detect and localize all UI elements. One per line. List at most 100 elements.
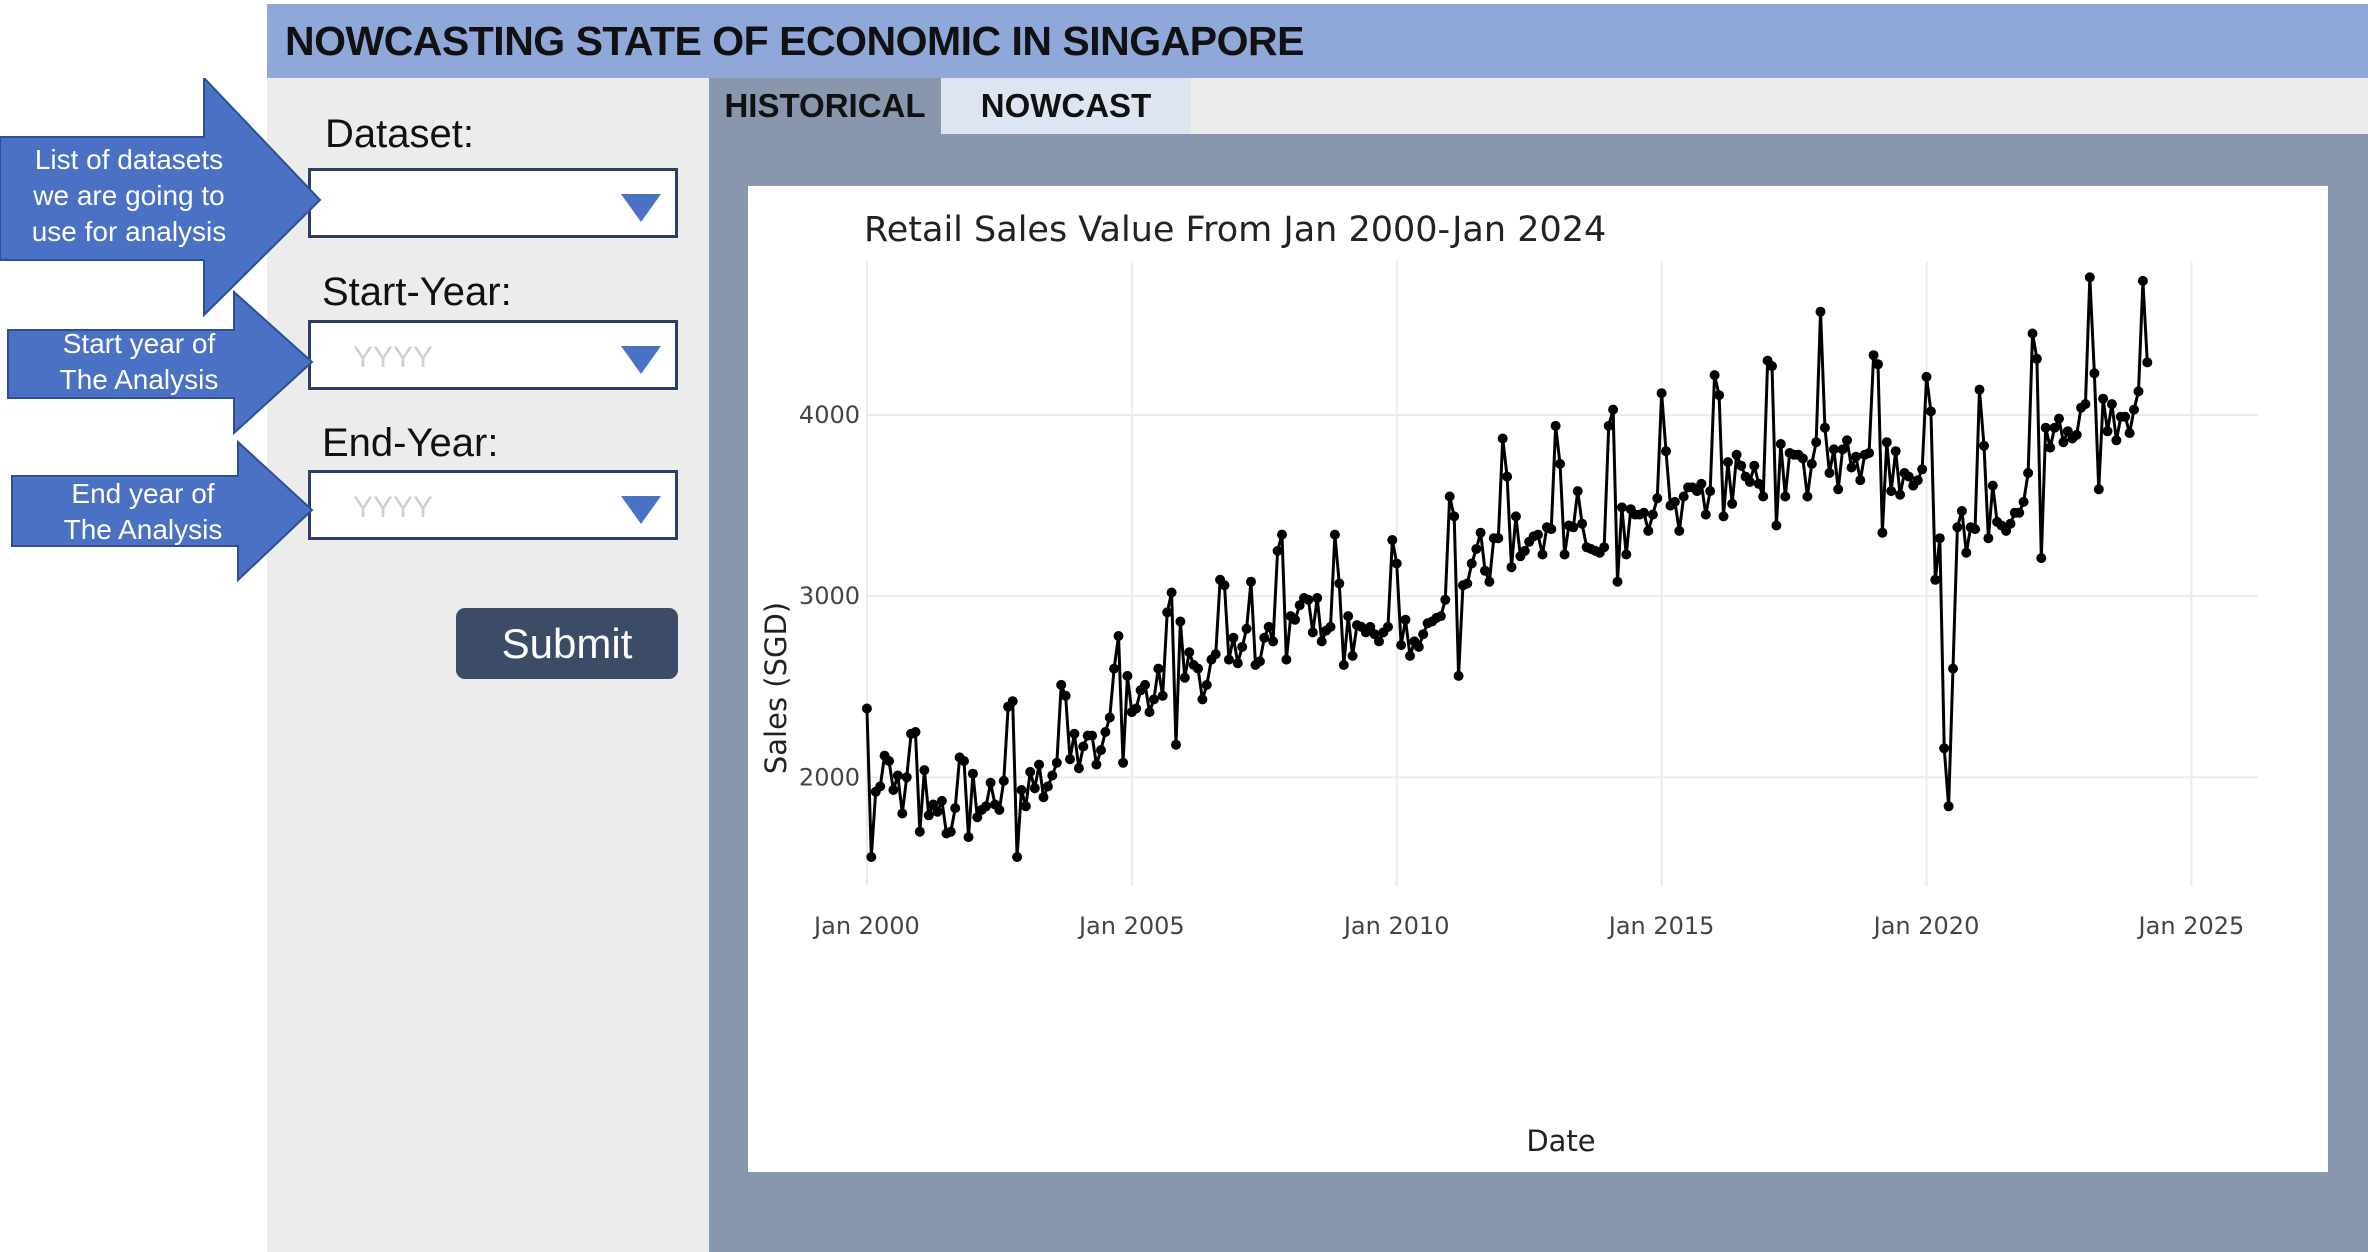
- data-point: [1886, 486, 1897, 497]
- data-point: [866, 852, 877, 862]
- data-point: [2080, 399, 2091, 410]
- data-point: [2129, 404, 2139, 415]
- data-point: [1480, 565, 1490, 576]
- data-point: [1669, 496, 1680, 507]
- data-point: [1855, 475, 1866, 486]
- data-point: [1007, 696, 1018, 707]
- data-point: [1365, 621, 1376, 632]
- data-point: [1374, 636, 1384, 647]
- data-point: [1718, 511, 1729, 522]
- data-point: [981, 801, 992, 812]
- data-point: [1652, 493, 1663, 504]
- data-point: [1731, 449, 1742, 460]
- x-tick-label: Jan 2000: [812, 912, 920, 940]
- data-point: [888, 785, 899, 795]
- data-point: [1850, 451, 1861, 462]
- data-point: [1016, 785, 1027, 795]
- tab-historical[interactable]: HISTORICAL: [709, 78, 941, 134]
- data-point: [1329, 529, 1340, 540]
- data-point: [1210, 649, 1221, 660]
- end-year-select[interactable]: YYYY: [308, 470, 678, 540]
- dataset-select[interactable]: [308, 168, 678, 238]
- annotation-arrow-end-year: [11, 440, 314, 583]
- data-point: [1197, 694, 1208, 705]
- chevron-down-icon: [621, 346, 661, 374]
- data-point: [861, 703, 872, 714]
- data-point: [1599, 542, 1610, 553]
- data-point: [2005, 518, 2016, 529]
- data-point: [1674, 525, 1685, 536]
- data-point: [1519, 545, 1530, 556]
- y-tick-label: 2000: [799, 763, 860, 791]
- data-point: [1453, 670, 1464, 681]
- data-point: [1338, 660, 1349, 670]
- data-point: [884, 756, 894, 766]
- data-point: [2058, 437, 2069, 448]
- tab-nowcast[interactable]: NOWCAST: [941, 78, 1191, 134]
- annotation-line: The Analysis: [59, 364, 219, 395]
- data-point: [2124, 428, 2135, 439]
- submit-button[interactable]: Submit: [456, 608, 678, 679]
- data-point: [972, 812, 983, 823]
- data-point: [1608, 404, 1619, 415]
- data-point: [1034, 759, 1045, 770]
- data-point: [1122, 670, 1133, 681]
- data-point: [1294, 600, 1305, 611]
- app-header: NOWCASTING STATE OF ECONOMIC IN SINGAPOR…: [267, 4, 2368, 78]
- data-point: [1466, 558, 1477, 569]
- chart-series: [861, 272, 2153, 862]
- data-point: [1987, 480, 1998, 491]
- data-point: [901, 772, 912, 783]
- data-point: [1484, 576, 1495, 587]
- data-point: [2036, 553, 2047, 564]
- data-point: [1811, 437, 1822, 448]
- data-point: [1815, 306, 1826, 317]
- data-point: [1228, 632, 1239, 643]
- data-point: [1828, 444, 1839, 455]
- data-point: [1868, 350, 1879, 361]
- data-point: [994, 804, 1005, 815]
- data-point: [2102, 426, 2113, 437]
- data-point: [2027, 328, 2038, 339]
- dataset-label: Dataset:: [325, 112, 474, 156]
- data-point: [1948, 663, 1958, 674]
- data-point: [1303, 594, 1314, 605]
- data-point: [1722, 457, 1733, 468]
- data-point: [1806, 458, 1817, 469]
- data-point: [1568, 522, 1579, 533]
- data-point: [1065, 754, 1075, 765]
- data-point: [1184, 647, 1195, 658]
- annotation-line: Start year of: [62, 328, 216, 359]
- data-point: [2049, 422, 2060, 433]
- data-point: [1179, 672, 1190, 683]
- data-point: [1700, 509, 1711, 520]
- data-point: [1325, 621, 1336, 632]
- data-point: [998, 775, 1009, 786]
- data-point: [2089, 368, 2100, 379]
- data-point: [1042, 781, 1053, 792]
- annotation-text-end-year: End year of The Analysis: [12, 476, 274, 548]
- data-point: [1612, 576, 1623, 587]
- data-point: [1546, 524, 1557, 535]
- data-point: [1087, 730, 1098, 741]
- data-point: [1736, 460, 1747, 471]
- data-point: [1166, 587, 1177, 598]
- data-point: [1833, 484, 1844, 495]
- annotation-text-start-year: Start year of The Analysis: [8, 326, 270, 398]
- data-point: [1281, 654, 1292, 665]
- data-point: [2040, 422, 2051, 433]
- data-point: [1263, 621, 1274, 632]
- data-point: [1638, 507, 1649, 518]
- start-year-select[interactable]: YYYY: [308, 320, 678, 390]
- x-tick-label: Jan 2015: [1607, 912, 1715, 940]
- data-point: [2062, 426, 2073, 437]
- data-point: [1175, 616, 1186, 627]
- data-point: [1343, 611, 1354, 622]
- data-point: [1956, 506, 1967, 516]
- data-point: [1661, 446, 1671, 457]
- data-point: [910, 727, 921, 737]
- data-point: [1051, 757, 1062, 768]
- data-point: [1696, 478, 1707, 489]
- data-point: [1069, 728, 1080, 739]
- chart-title: Retail Sales Value From Jan 2000-Jan 202…: [864, 210, 1606, 250]
